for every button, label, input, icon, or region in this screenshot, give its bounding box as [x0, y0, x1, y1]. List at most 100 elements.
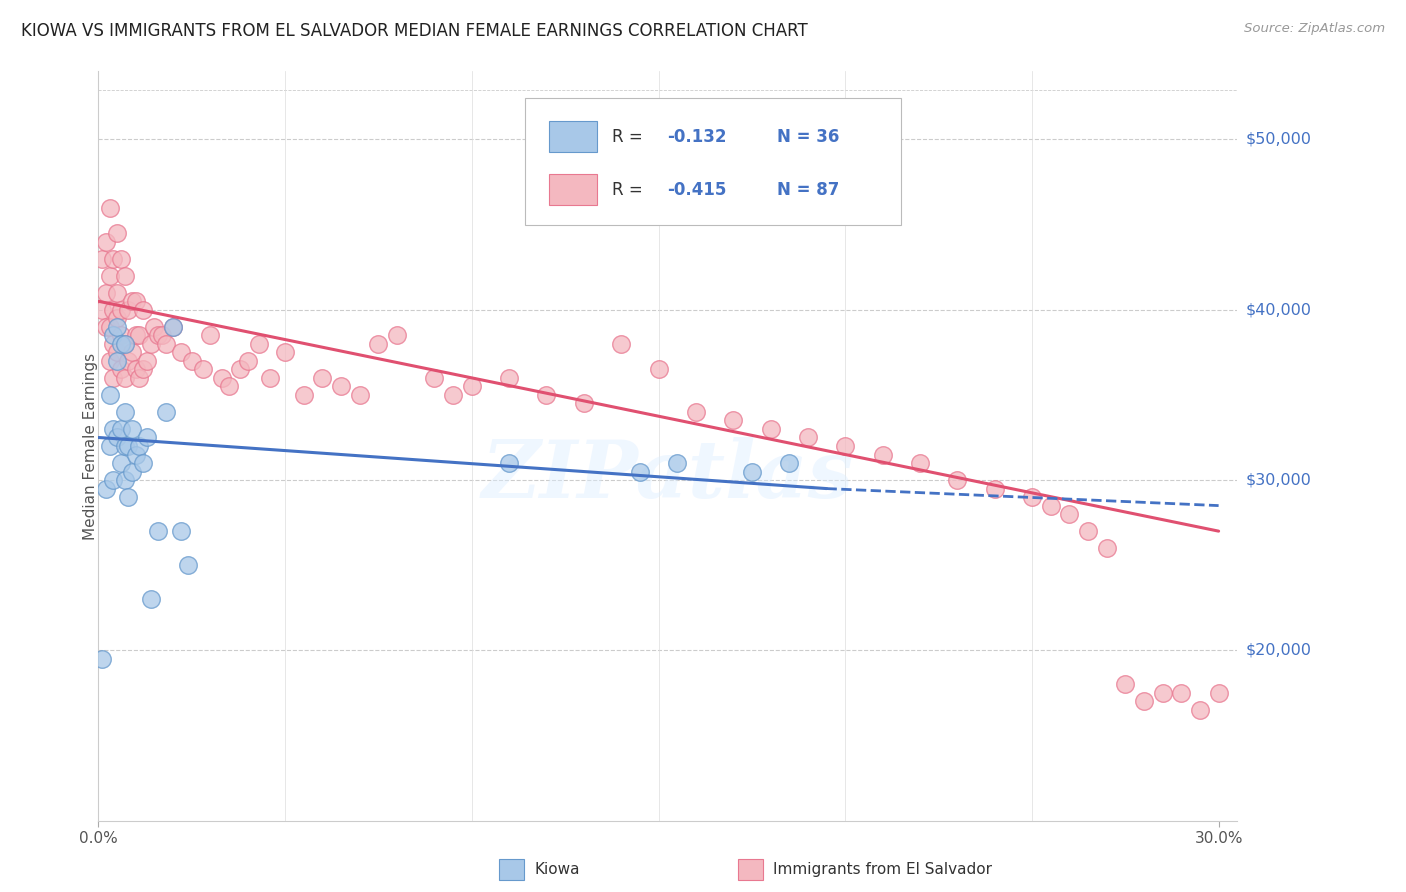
Point [330, 379, 353, 393]
Point [117, 439, 139, 453]
Point [117, 490, 139, 504]
Point [908, 456, 931, 470]
Point [117, 302, 139, 317]
FancyBboxPatch shape [550, 174, 598, 205]
Point [121, 294, 143, 309]
Point [139, 592, 162, 607]
Point [114, 336, 136, 351]
Point [441, 388, 464, 402]
Point [983, 482, 1005, 496]
Point [259, 371, 281, 385]
Text: -0.415: -0.415 [666, 181, 725, 199]
Point [229, 362, 252, 376]
Point [146, 328, 169, 343]
Point [741, 465, 763, 479]
Text: Source: ZipAtlas.com: Source: ZipAtlas.com [1244, 22, 1385, 36]
Point [105, 319, 128, 334]
Text: Kiowa: Kiowa [534, 863, 579, 877]
Point [103, 302, 125, 317]
Point [91, 252, 114, 266]
Point [367, 336, 389, 351]
Point [274, 345, 297, 359]
Point [1095, 541, 1118, 556]
Text: $50,000: $50,000 [1246, 132, 1312, 147]
Point [1114, 677, 1136, 691]
Text: ZIPatlas: ZIPatlas [482, 437, 853, 515]
FancyBboxPatch shape [526, 97, 901, 225]
Point [110, 362, 132, 376]
Point [105, 226, 128, 240]
Point [1077, 524, 1099, 538]
Point [114, 473, 136, 487]
Point [98, 354, 121, 368]
Point [125, 362, 148, 376]
Point [105, 430, 128, 444]
Point [498, 371, 520, 385]
Point [121, 345, 143, 359]
Point [103, 252, 125, 266]
Point [778, 456, 800, 470]
Point [1021, 490, 1043, 504]
Point [1208, 686, 1230, 700]
Point [114, 439, 136, 453]
Point [1133, 694, 1156, 708]
Point [98, 201, 121, 215]
Point [423, 371, 446, 385]
Point [103, 328, 125, 343]
Point [114, 268, 136, 283]
Point [125, 294, 148, 309]
Point [94, 482, 117, 496]
Point [91, 652, 114, 666]
Point [146, 524, 169, 538]
Point [132, 302, 155, 317]
Point [180, 354, 202, 368]
Point [610, 336, 633, 351]
Point [98, 388, 121, 402]
Point [292, 388, 315, 402]
Point [125, 328, 148, 343]
Point [121, 422, 143, 436]
Point [759, 422, 782, 436]
Point [385, 328, 408, 343]
Point [114, 405, 136, 419]
FancyBboxPatch shape [550, 120, 598, 153]
Point [98, 268, 121, 283]
Point [110, 328, 132, 343]
Point [797, 430, 820, 444]
Point [211, 371, 233, 385]
Point [105, 354, 128, 368]
Point [110, 336, 132, 351]
Point [536, 388, 558, 402]
Point [105, 345, 128, 359]
Point [628, 465, 651, 479]
Point [666, 456, 689, 470]
Point [721, 413, 744, 427]
Point [155, 405, 177, 419]
Point [247, 336, 270, 351]
Point [103, 371, 125, 385]
Text: R =: R = [612, 181, 648, 199]
Point [110, 422, 132, 436]
Point [150, 328, 173, 343]
Point [143, 319, 166, 334]
Point [946, 473, 969, 487]
Point [1170, 686, 1192, 700]
Point [114, 371, 136, 385]
Point [103, 336, 125, 351]
Point [94, 319, 117, 334]
Point [349, 388, 371, 402]
Point [169, 524, 191, 538]
Point [128, 439, 150, 453]
Point [110, 252, 132, 266]
Text: $20,000: $20,000 [1246, 643, 1312, 657]
Point [685, 405, 707, 419]
Point [94, 235, 117, 249]
Point [177, 558, 200, 573]
Point [169, 345, 191, 359]
Point [110, 302, 132, 317]
Point [218, 379, 240, 393]
Point [105, 311, 128, 326]
Point [498, 456, 520, 470]
Point [647, 362, 669, 376]
Point [200, 328, 222, 343]
